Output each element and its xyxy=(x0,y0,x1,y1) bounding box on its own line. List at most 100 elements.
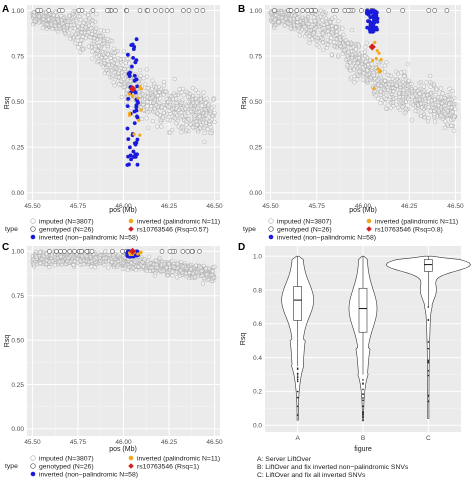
imputed-point xyxy=(167,93,172,98)
inverted-non-palindromic-point xyxy=(131,47,136,51)
imputed-point xyxy=(342,43,347,48)
genotyped-point xyxy=(189,249,195,254)
imputed-point xyxy=(432,119,438,124)
imputed-point xyxy=(334,25,339,30)
y-tick-label: 1.00 xyxy=(249,8,262,15)
imputed-point xyxy=(410,102,416,107)
imputed-point xyxy=(438,86,444,91)
imputed-point xyxy=(77,42,83,47)
imputed-point xyxy=(359,50,364,56)
outlier-point xyxy=(362,388,364,391)
x-tick-label: 46.00 xyxy=(115,203,132,210)
imputed-point xyxy=(352,67,357,73)
imputed-point xyxy=(111,46,116,51)
x-tick-label: 46.25 xyxy=(161,439,178,446)
imputed-point xyxy=(71,19,76,24)
imputed-point xyxy=(198,265,203,270)
imputed-point xyxy=(124,100,129,105)
imputed-point xyxy=(141,102,146,108)
imputed-point xyxy=(103,259,108,265)
imputed-point xyxy=(114,74,119,79)
imputed-point xyxy=(209,106,214,111)
rs10763546-point xyxy=(129,85,137,93)
imputed-point xyxy=(419,101,424,106)
x-axis-label: figure xyxy=(354,446,372,453)
imputed-point xyxy=(336,54,341,59)
imputed-point xyxy=(386,87,391,92)
y-tick-label: 0.2 xyxy=(253,389,262,396)
imputed-point xyxy=(98,28,103,33)
imputed-point xyxy=(157,255,162,261)
imputed-point xyxy=(144,74,150,79)
inverted-non-palindromic-point xyxy=(366,19,370,24)
outlier-point xyxy=(296,414,299,416)
inverted-non-palindromic-point xyxy=(135,84,140,89)
inverted-non-palindromic-point xyxy=(371,14,376,19)
legend-label: rs10763546 (Rsq=0.8) xyxy=(375,227,443,234)
genotyped-point xyxy=(426,8,432,13)
imputed-point xyxy=(403,109,408,114)
imputed-point xyxy=(189,97,195,103)
y-tick-label: 0.75 xyxy=(11,293,24,300)
imputed-point xyxy=(127,61,132,66)
imputed-point xyxy=(419,113,424,119)
outlier-point xyxy=(362,393,364,395)
imputed-point xyxy=(364,72,369,78)
imputed-point xyxy=(419,105,425,110)
legend-key-inverted-non-palindromic xyxy=(30,471,36,477)
imputed-point xyxy=(409,81,414,86)
imputed-point xyxy=(431,105,436,111)
imputed-point xyxy=(136,264,141,269)
imputed-point xyxy=(115,61,120,66)
imputed-point xyxy=(428,73,433,79)
imputed-point xyxy=(393,95,398,101)
imputed-point xyxy=(418,79,424,85)
imputed-point xyxy=(80,26,85,31)
imputed-point xyxy=(298,19,303,24)
legend-key-imputed xyxy=(30,455,36,461)
imputed-point xyxy=(180,264,185,269)
panel-label: A xyxy=(2,4,9,15)
genotyped-point xyxy=(305,8,310,13)
imputed-point xyxy=(276,19,281,25)
imputed-point xyxy=(332,15,337,20)
imputed-point xyxy=(204,272,209,277)
imputed-point xyxy=(145,258,151,263)
imputed-point xyxy=(207,119,212,124)
imputed-point xyxy=(413,86,418,91)
inverted-non-palindromic-point xyxy=(132,73,137,78)
x-tick-label: 46.50 xyxy=(206,203,223,210)
imputed-point xyxy=(107,68,112,74)
outlier-point xyxy=(427,369,430,372)
imputed-point xyxy=(384,60,389,65)
legend-label: genotyped (N=26) xyxy=(277,227,332,234)
imputed-point xyxy=(384,106,389,111)
imputed-point xyxy=(147,109,152,114)
imputed-point xyxy=(112,83,117,88)
outlier-point xyxy=(362,399,364,402)
outlier-point xyxy=(296,405,299,408)
imputed-point xyxy=(174,120,179,126)
imputed-point xyxy=(272,16,278,21)
imputed-point xyxy=(144,268,149,274)
imputed-point xyxy=(391,88,396,94)
imputed-point xyxy=(311,31,316,36)
imputed-point xyxy=(340,51,345,57)
legend-key-inverted-non-palindromic xyxy=(268,234,274,240)
imputed-point xyxy=(174,106,179,111)
imputed-point xyxy=(337,36,342,41)
imputed-point xyxy=(315,15,321,20)
imputed-point xyxy=(79,253,85,258)
imputed-point xyxy=(105,43,110,48)
genotyped-point xyxy=(54,249,59,254)
outlier-point xyxy=(296,396,299,399)
imputed-point xyxy=(150,95,155,100)
imputed-point xyxy=(165,111,170,117)
imputed-point xyxy=(190,93,196,99)
imputed-point xyxy=(347,65,353,71)
inverted-non-palindromic-point xyxy=(129,157,133,162)
imputed-point xyxy=(97,43,102,49)
imputed-point xyxy=(389,81,395,87)
imputed-point xyxy=(105,52,110,57)
imputed-point xyxy=(65,22,70,28)
